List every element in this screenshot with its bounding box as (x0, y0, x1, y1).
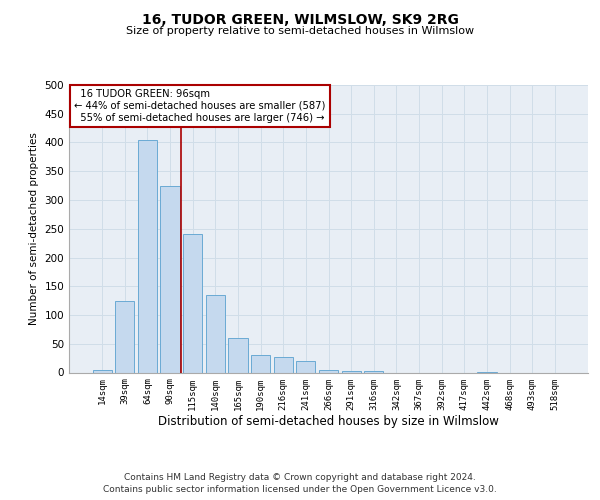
Text: Contains public sector information licensed under the Open Government Licence v3: Contains public sector information licen… (103, 485, 497, 494)
Bar (229, 338, 248, 372)
Text: Size of property relative to semi-detached houses in Wilmslow: Size of property relative to semi-detach… (126, 26, 474, 36)
Bar (274, 357, 293, 372)
Bar (251, 355, 270, 372)
Bar (92, 370, 112, 372)
Bar (341, 371, 361, 372)
X-axis label: Distribution of semi-detached houses by size in Wilmslow: Distribution of semi-detached houses by … (158, 415, 499, 428)
Y-axis label: Number of semi-detached properties: Number of semi-detached properties (29, 132, 39, 325)
Bar (138, 140, 157, 372)
Text: Contains HM Land Registry data © Crown copyright and database right 2024.: Contains HM Land Registry data © Crown c… (124, 472, 476, 482)
Bar (206, 295, 225, 372)
Bar (319, 370, 338, 372)
Text: 16, TUDOR GREEN, WILMSLOW, SK9 2RG: 16, TUDOR GREEN, WILMSLOW, SK9 2RG (142, 12, 458, 26)
Text: 16 TUDOR GREEN: 96sqm
← 44% of semi-detached houses are smaller (587)
  55% of s: 16 TUDOR GREEN: 96sqm ← 44% of semi-deta… (74, 90, 326, 122)
Bar (296, 361, 316, 372)
Bar (115, 300, 134, 372)
Bar (160, 186, 180, 372)
Bar (183, 234, 202, 372)
